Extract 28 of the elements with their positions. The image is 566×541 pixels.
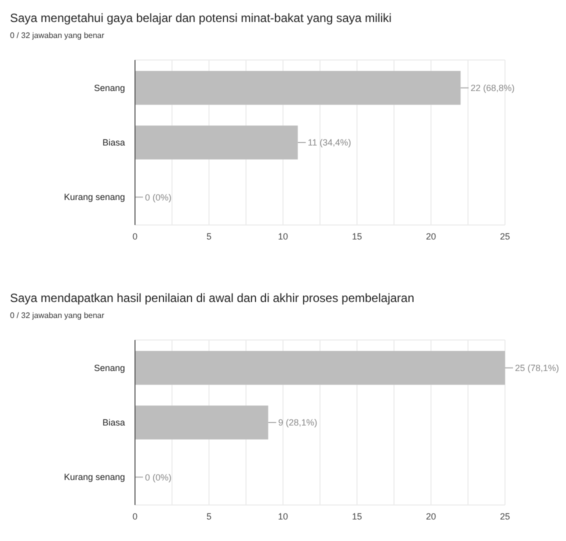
y-tick-label: Kurang senang [64, 192, 125, 202]
y-tick-label: Senang [94, 82, 125, 93]
chart-title: Saya mengetahui gaya belajar dan potensi minat-bakat yang saya miliki [10, 11, 392, 25]
x-tick-label: 10 [278, 231, 288, 242]
data-label: 9 (28,1%) [278, 418, 318, 428]
data-label: 0 (0%) [145, 192, 172, 202]
data-label: 0 (0%) [145, 472, 172, 482]
x-tick-label: 0 [132, 231, 138, 242]
x-tick-label: 0 [132, 511, 138, 522]
chart-title: Saya mendapatkan hasil penilaian di awal dan di akhir proses pembelajaran [10, 291, 414, 305]
text: 0 / 32 jawaban yang benar [10, 311, 105, 320]
x-tick-label: 5 [206, 231, 212, 242]
x-tick-label: 20 [426, 231, 436, 242]
x-tick-label: 5 [206, 511, 212, 522]
x-tick-label: 10 [278, 511, 288, 522]
text: 0 / 32 jawaban yang benar [10, 31, 105, 40]
x-tick-label: 20 [426, 511, 436, 522]
y-tick-label: Biasa [102, 417, 125, 428]
x-tick-label: 25 [500, 511, 510, 522]
y-tick-label: Kurang senang [64, 472, 125, 482]
data-label: 11 (34,4%) [308, 138, 352, 148]
y-tick-label: Senang [94, 362, 125, 373]
data-label: 22 (68,8%) [470, 83, 515, 94]
data-label: 25 (78,1%) [515, 363, 560, 374]
x-tick-label: 25 [500, 231, 510, 242]
x-tick-label: 15 [352, 511, 362, 522]
x-tick-label: 15 [352, 231, 362, 242]
y-tick-label: Biasa [102, 137, 125, 148]
